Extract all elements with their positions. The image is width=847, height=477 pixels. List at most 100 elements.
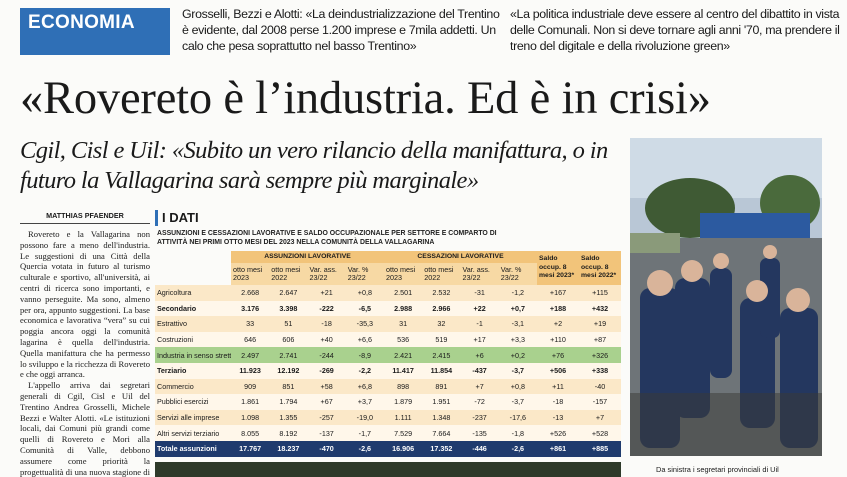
cell: 891	[422, 378, 461, 395]
cell: +67	[307, 394, 346, 410]
cell: 2.988	[384, 300, 423, 317]
cell: 16.906	[384, 440, 423, 457]
deck-right: «La politica industriale deve essere al …	[510, 7, 840, 53]
table-row: Totale assunzioni 17.767 18.237 -470 -2,6 16.…	[155, 440, 621, 457]
table-subtitle: ASSUNZIONI E CESSAZIONI LAVORATIVE E SAL…	[157, 230, 497, 246]
cell: 851	[269, 378, 308, 395]
cell: 1.098	[231, 409, 270, 426]
article-body: Rovereto e la Vallagarina non possono fa…	[20, 229, 150, 477]
deck-left: Grosselli, Bezzi e Alotti: «La deindustr…	[182, 7, 500, 53]
cell: 909	[231, 378, 270, 395]
cell: 2.497	[231, 347, 270, 363]
cell: -19,0	[345, 409, 384, 426]
cell: -6,5	[345, 300, 384, 317]
cell: -3,7	[498, 394, 537, 410]
cell: +526	[537, 425, 579, 441]
cell: +3,7	[345, 394, 384, 410]
cell: 2.501	[384, 285, 423, 301]
cell: 536	[384, 331, 423, 348]
cell: +6,6	[345, 331, 384, 348]
cell: -3,7	[498, 362, 537, 379]
cell: 2.532	[422, 285, 461, 301]
cell: -446	[460, 440, 499, 457]
cell: 17.352	[422, 440, 461, 457]
cell: -2,2	[345, 362, 384, 379]
table-row: Secondario 3.176 3.398 -222 -6,5 2.988 2.966 +2…	[155, 300, 621, 317]
data-box: I DATI ASSUNZIONI E CESSAZIONI LAVORATIV…	[155, 210, 621, 457]
table-title: I DATI	[155, 210, 621, 226]
cell: 12.192	[269, 362, 308, 379]
cell: 32	[422, 316, 461, 332]
cell: -13	[537, 409, 579, 426]
table-row: Estrattivo 33 51 -18 -35,3 31 32 -1 -3,1 +2 +19	[155, 316, 621, 332]
cell: +0,8	[498, 378, 537, 395]
cell: +58	[307, 378, 346, 395]
cell: +19	[579, 316, 621, 332]
cell: +528	[579, 425, 621, 441]
column-header: Var. % 23/22	[345, 263, 384, 285]
cell: -2,6	[498, 440, 537, 457]
table-row: Industria in senso stretto 2.497 2.741 -244…	[155, 347, 621, 363]
cell: 17.767	[231, 440, 270, 457]
blank	[155, 251, 231, 263]
cell: +76	[537, 347, 579, 363]
cell: -269	[307, 362, 346, 379]
cell: 1.879	[384, 394, 423, 410]
cell: 2.668	[231, 285, 270, 301]
cell: -257	[307, 409, 346, 426]
column-header: Var. ass. 23/22	[307, 263, 346, 285]
blank	[155, 263, 231, 285]
data-table: ASSUNZIONI LAVORATIVE CESSAZIONI LAVORAT…	[155, 251, 621, 457]
cell: 11.417	[384, 362, 423, 379]
column-header: otto mesi 2022	[269, 263, 308, 285]
column-header: otto mesi 2022	[422, 263, 461, 285]
cell: -222	[307, 300, 346, 317]
table-row: Agricoltura 2.668 2.647 +21 +0,8 2.501 2.532 -3…	[155, 285, 621, 301]
cell: +7	[460, 378, 499, 395]
group-header: Saldo occup. 8 mesi 2022*	[579, 251, 621, 285]
cell: +0,2	[498, 347, 537, 363]
cell: -72	[460, 394, 499, 410]
cell: 606	[269, 331, 308, 348]
table-row: Altri servizi terziario 8.055 8.192 -137 -1,…	[155, 425, 621, 441]
row-label: Servizi alle imprese	[155, 409, 231, 426]
cell: 898	[384, 378, 423, 395]
cell: +0,7	[498, 300, 537, 317]
cell: +188	[537, 300, 579, 317]
cell: -17,6	[498, 409, 537, 426]
cell: 8.192	[269, 425, 308, 441]
cell: 7.529	[384, 425, 423, 441]
row-label: Pubblici esercizi	[155, 394, 231, 410]
photo-caption: Da sinistra i segretari provinciali di U…	[656, 465, 779, 474]
cell: 3.176	[231, 300, 270, 317]
cell: -31	[460, 285, 499, 301]
cell: +432	[579, 300, 621, 317]
column-header: Var. ass. 23/22	[460, 263, 499, 285]
cell: -1	[460, 316, 499, 332]
row-label: Agricoltura	[155, 285, 231, 301]
cell: -470	[307, 440, 346, 457]
column-header: otto mesi 2023	[231, 263, 270, 285]
row-label: Commercio	[155, 378, 231, 395]
column-header: Var. % 23/22	[498, 263, 537, 285]
cell: 2.415	[422, 347, 461, 363]
cell: +11	[537, 378, 579, 395]
cell: +861	[537, 440, 579, 457]
cell: +506	[537, 362, 579, 379]
cell: 11.854	[422, 362, 461, 379]
cell: -1,2	[498, 285, 537, 301]
photo-strip	[155, 462, 621, 477]
cell: 33	[231, 316, 270, 332]
cell: +7	[579, 409, 621, 426]
cell: -237	[460, 409, 499, 426]
cell: +0,8	[345, 285, 384, 301]
cell: 11.923	[231, 362, 270, 379]
group-header: ASSUNZIONI LAVORATIVE	[231, 251, 384, 263]
cell: 1.355	[269, 409, 308, 426]
subheadline: Cgil, Cisl e Uil: «Subito un vero rilanc…	[20, 137, 608, 194]
cell: 2.421	[384, 347, 423, 363]
photo	[630, 138, 822, 456]
cell: -2,6	[345, 440, 384, 457]
cell: 2.741	[269, 347, 308, 363]
cell: 2.966	[422, 300, 461, 317]
